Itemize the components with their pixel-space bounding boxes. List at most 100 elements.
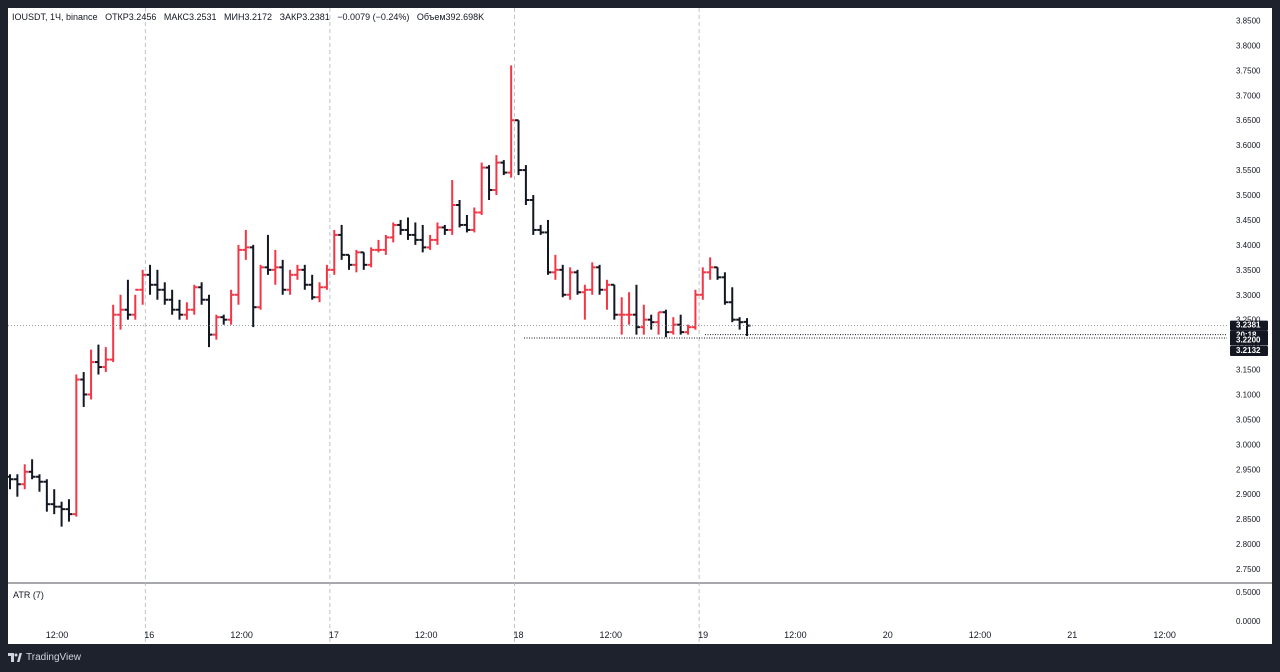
ohlc-bar — [249, 244, 257, 328]
ohlc-bar — [293, 264, 301, 280]
time-tick-label: 12:00 — [969, 630, 992, 640]
price-tick-label: 2.8500 — [1236, 515, 1261, 524]
tradingview-logo[interactable]: TradingView — [8, 652, 81, 663]
ohlc-bar — [507, 65, 515, 178]
ohlc-bar — [610, 283, 618, 320]
ohlc-bar — [345, 253, 353, 270]
high-value: МАКС3.2531 — [163, 12, 217, 22]
price-tick-label: 3.7000 — [1236, 91, 1261, 100]
ohlc-bar — [714, 266, 722, 280]
ohlc-bar — [212, 314, 220, 340]
price-tick-label: 3.8000 — [1236, 41, 1261, 50]
time-axis[interactable]: 12:00 16 12:00 17 12:00 18 12:00 19 12:00 20 12:00… — [46, 630, 1176, 640]
ohlc-bar — [242, 229, 250, 260]
ohlc-bar — [382, 234, 390, 255]
ohlc-bar — [632, 284, 640, 335]
ohlc-bar — [419, 224, 427, 253]
level1-tag-text: 3.2200 — [1236, 336, 1261, 345]
ohlc-bar — [426, 234, 434, 250]
ohlc-bar — [58, 501, 66, 527]
price-tick-label: 3.4000 — [1236, 241, 1261, 250]
ohlc-bar — [603, 279, 611, 310]
ohlc-bar — [448, 180, 456, 235]
ohlc-bar — [640, 304, 648, 335]
ohlc-bar — [153, 269, 161, 300]
brand-name: TradingView — [26, 652, 82, 663]
price-tick-label: 2.7500 — [1236, 565, 1261, 574]
atr-tick-label: 0.0000 — [1236, 617, 1261, 626]
countdown-tag-text: 20:18 — [1236, 331, 1257, 340]
ohlc-bar — [492, 155, 500, 196]
price-tick-label: 3.1000 — [1236, 390, 1261, 399]
price-chart[interactable]: 3.8500 3.8000 3.7500 3.7000 3.6500 3.6000 3.55… — [8, 8, 1272, 644]
footer-bar: TradingView — [0, 644, 1280, 672]
ohlc-bar — [721, 272, 729, 305]
ohlc-bar — [183, 302, 191, 320]
ohlc-bar — [80, 372, 88, 407]
symbol-info[interactable]: IOUSDT, 1Ч, binance — [12, 12, 98, 22]
ohlc-bar — [264, 234, 272, 275]
ohlc-bar — [706, 257, 714, 280]
legend-header: IOUSDT, 1Ч, binance ОТКР3.2456 МАКС3.253… — [12, 12, 489, 22]
price-tick-label: 3.5000 — [1236, 191, 1261, 200]
ohlc-bar — [360, 251, 368, 270]
level1-tag-bg — [1230, 335, 1268, 346]
level2-tag-bg — [1230, 346, 1268, 357]
ohlc-bar — [205, 294, 213, 348]
ohlc-bar — [308, 274, 316, 300]
ohlc-bar — [109, 304, 117, 363]
ohlc-bar — [470, 207, 478, 233]
time-tick-label: 16 — [144, 630, 154, 640]
ohlc-bar — [500, 160, 508, 176]
ohlc-bar — [220, 314, 228, 325]
ohlc-bar — [389, 222, 397, 243]
ohlc-bar — [581, 284, 589, 320]
ohlc-bar — [463, 214, 471, 233]
time-tick-label: 12:00 — [46, 630, 69, 640]
ohlc-bar — [227, 289, 235, 325]
time-tick-label: 17 — [329, 630, 339, 640]
ohlc-bar — [43, 479, 51, 512]
ohlc-bar — [522, 165, 530, 205]
ohlc-bar — [131, 288, 139, 320]
atr-indicator-label[interactable]: ATR (7) — [13, 590, 44, 600]
ohlc-bar — [736, 317, 744, 330]
ohlc-bar — [588, 262, 596, 295]
ohlc-bar — [271, 249, 279, 285]
level2-tag-text: 3.2132 — [1236, 346, 1261, 355]
ohlc-bar — [375, 239, 382, 253]
ohlc-bar — [404, 217, 412, 240]
ohlc-bar — [352, 249, 360, 273]
ohlc-bar — [655, 311, 663, 335]
low-value: МИН3.2172 — [224, 12, 273, 22]
ohlc-bar — [50, 489, 58, 515]
ohlc-bar — [65, 499, 73, 522]
ohlc-bar — [323, 264, 331, 290]
ohlc-bar — [566, 267, 574, 300]
ohlc-bar — [743, 318, 751, 337]
price-tick-label: 3.7500 — [1236, 66, 1261, 75]
ohlc-bar — [286, 269, 294, 295]
last-price-tag-bg — [1230, 320, 1268, 331]
time-tick-label: 12:00 — [230, 630, 253, 640]
ohlc-bar — [117, 294, 125, 330]
time-tick-label: 12:00 — [600, 630, 623, 640]
ohlc-bar — [537, 224, 545, 235]
level1-tag: 3.2200 — [1230, 335, 1268, 346]
time-tick-label: 12:00 — [1153, 630, 1176, 640]
ohlc-bar — [8, 474, 14, 490]
chart-area[interactable]: 3.8500 3.8000 3.7500 3.7000 3.6500 3.6000 3.55… — [8, 8, 1272, 644]
ohlc-bar — [176, 299, 184, 320]
price-tick-label: 2.9000 — [1236, 490, 1261, 499]
price-level-lines — [8, 325, 1227, 339]
ohlc-bar — [198, 282, 206, 305]
ohlc-bar — [669, 317, 677, 335]
ohlc-bar — [485, 165, 493, 201]
ohlc-bar — [72, 374, 80, 517]
price-tick-label: 3.4500 — [1236, 216, 1261, 225]
ohlc-bar — [456, 200, 464, 228]
ohlc-bar — [124, 279, 132, 320]
ohlc-bar — [338, 224, 346, 260]
ohlc-bar — [316, 282, 324, 303]
